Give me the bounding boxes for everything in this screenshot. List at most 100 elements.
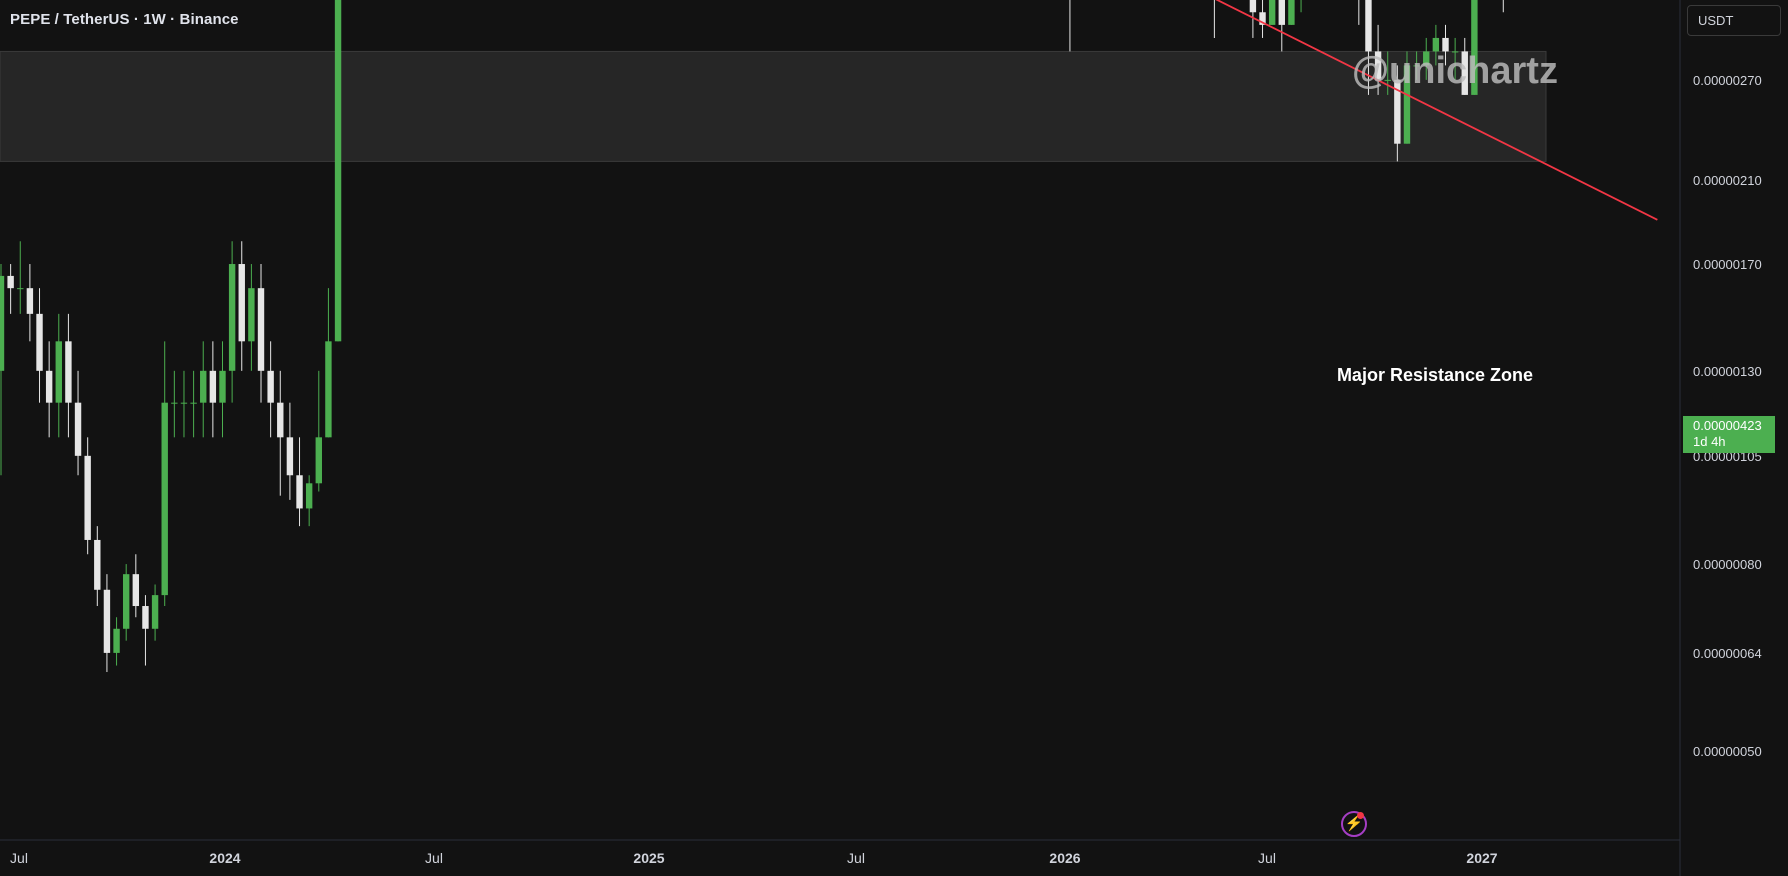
candle <box>334 0 342 342</box>
candle-body <box>17 288 24 290</box>
candle <box>1461 37 1468 95</box>
y-tick-label: 0.00000270 <box>1693 73 1762 88</box>
candle <box>325 288 332 438</box>
time-axis[interactable]: Jul 2024 Jul 2025 Jul 2026 Jul 2027 <box>10 850 1498 866</box>
x-tick-label: Jul <box>1258 850 1276 866</box>
candle-body <box>257 288 265 371</box>
candle-body <box>200 370 207 403</box>
candle <box>142 595 149 666</box>
candle-body <box>1288 0 1295 25</box>
candle-body <box>286 437 294 476</box>
candle-body <box>277 402 284 438</box>
x-tick-label: 2025 <box>633 850 664 866</box>
candle-body <box>267 370 274 403</box>
candle <box>1471 0 1478 95</box>
candle <box>238 241 245 371</box>
candles-layer <box>0 0 1504 673</box>
candle-body <box>0 275 5 371</box>
candle <box>45 341 53 438</box>
candle-body <box>122 574 130 629</box>
candle <box>286 402 294 500</box>
candle-body <box>1384 79 1391 81</box>
last-price-tag: 0.00000423 1d 4h <box>1683 416 1775 453</box>
candle-body <box>1442 37 1449 52</box>
candle-body <box>1259 12 1266 25</box>
candle-body <box>296 475 303 509</box>
candle <box>1259 0 1266 38</box>
support-zone <box>0 50 1547 162</box>
candle <box>219 341 226 438</box>
candle-body <box>1461 51 1468 95</box>
y-tick-label: 0.00000210 <box>1693 173 1762 188</box>
candle-body <box>325 341 332 438</box>
price-axis[interactable]: 0.000027000.000021000.000017000.00001300… <box>1693 0 1762 759</box>
trendlines-layer <box>1215 0 1658 221</box>
candle <box>1432 24 1440 66</box>
candle-body <box>74 402 82 456</box>
candle <box>277 370 284 496</box>
candle <box>17 241 24 314</box>
candle <box>1451 37 1459 80</box>
candle-body <box>1268 0 1276 25</box>
candle <box>315 370 322 492</box>
symbol-title[interactable]: PEPE / TetherUS · 1W · Binance <box>10 11 239 28</box>
x-tick-label: Jul <box>10 850 28 866</box>
y-tick-label: 0.00000050 <box>1693 744 1762 759</box>
candle <box>1300 0 1302 13</box>
candle-body <box>55 341 62 403</box>
bar-countdown: 1d 4h <box>1693 434 1726 449</box>
candle-body <box>142 606 149 629</box>
candle <box>1403 51 1411 144</box>
candle <box>161 341 168 607</box>
candle <box>296 437 303 527</box>
candle <box>36 288 43 403</box>
candle <box>209 341 217 438</box>
candle-body <box>1471 0 1478 95</box>
candle-body <box>161 402 168 596</box>
candle-body <box>36 313 43 371</box>
candle <box>171 370 178 438</box>
notification-dot <box>1357 812 1364 819</box>
candle-body <box>209 370 217 403</box>
candle-body <box>180 402 188 404</box>
currency-selector[interactable]: USDT <box>1687 5 1781 36</box>
candle-body <box>113 628 120 653</box>
candle-body <box>103 589 111 653</box>
candle <box>94 526 101 607</box>
candle-body <box>248 288 255 342</box>
candle-body <box>315 437 322 484</box>
zones-layer <box>0 50 1547 162</box>
candle <box>257 264 265 403</box>
candle-body <box>1403 65 1411 144</box>
candle-body <box>238 264 245 342</box>
candle <box>1278 0 1285 52</box>
candle-body <box>151 595 159 629</box>
candle <box>103 574 111 673</box>
candle-body <box>7 275 14 289</box>
candle <box>1394 65 1401 162</box>
watermark: @unichartz <box>1352 50 1558 92</box>
lightning-icon[interactable]: ⚡ <box>1341 811 1367 837</box>
candle-body <box>219 370 226 403</box>
x-tick-label: 2026 <box>1049 850 1080 866</box>
candle-body <box>305 483 313 509</box>
candle-body <box>1413 65 1420 67</box>
y-tick-label: 0.00000080 <box>1693 557 1762 572</box>
y-tick-label: 0.00000130 <box>1693 364 1762 379</box>
candle-body <box>45 370 53 403</box>
candle <box>1502 0 1504 13</box>
candle <box>248 264 255 371</box>
candle <box>113 617 120 666</box>
candle-body <box>132 574 140 607</box>
candle <box>1413 51 1420 80</box>
candle <box>1423 37 1430 80</box>
candle <box>267 341 274 438</box>
trendline-lower <box>1215 0 1658 221</box>
candle-body <box>1432 37 1440 52</box>
candle-body <box>1249 0 1257 13</box>
candle-body <box>1278 0 1285 25</box>
candle <box>180 370 188 438</box>
candle <box>1213 0 1215 38</box>
